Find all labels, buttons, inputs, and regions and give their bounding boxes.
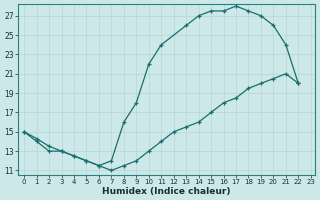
X-axis label: Humidex (Indice chaleur): Humidex (Indice chaleur) (102, 187, 230, 196)
